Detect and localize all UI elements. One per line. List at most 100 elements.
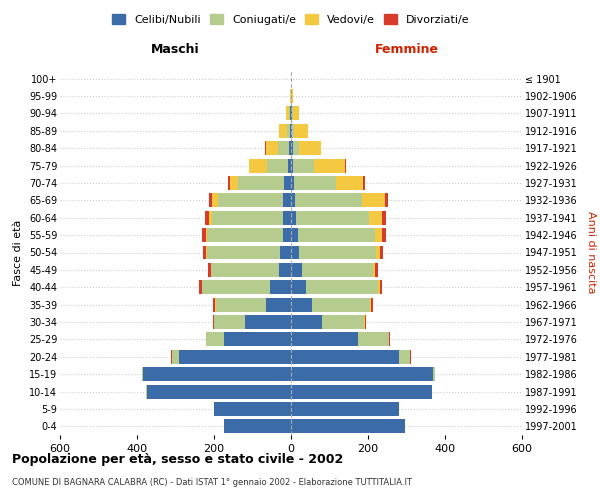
Bar — [380, 280, 382, 294]
Bar — [146, 384, 291, 398]
Bar — [267, 158, 288, 172]
Bar — [291, 315, 322, 329]
Bar — [224, 420, 291, 434]
Bar — [265, 142, 266, 155]
Bar — [290, 124, 291, 138]
Y-axis label: Fasce di età: Fasce di età — [13, 220, 23, 286]
Bar — [291, 158, 293, 172]
Bar — [293, 106, 299, 120]
Bar — [199, 280, 202, 294]
Bar — [289, 106, 290, 120]
Bar — [385, 194, 388, 207]
Text: Maschi: Maschi — [151, 43, 200, 56]
Bar — [433, 367, 436, 381]
Legend: Celibi/Nubili, Coniugati/e, Vedovi/e, Divorziati/e: Celibi/Nubili, Coniugati/e, Vedovi/e, Di… — [108, 10, 474, 29]
Bar — [291, 142, 293, 155]
Bar — [207, 246, 280, 260]
Bar — [320, 142, 322, 155]
Bar — [314, 158, 345, 172]
Bar — [295, 194, 362, 207]
Bar — [369, 211, 382, 224]
Bar — [291, 246, 299, 260]
Bar — [292, 106, 293, 120]
Bar — [283, 211, 291, 224]
Bar — [213, 298, 215, 312]
Bar — [215, 298, 216, 312]
Bar — [292, 89, 293, 103]
Bar — [382, 211, 386, 224]
Bar — [208, 228, 283, 242]
Bar — [202, 280, 270, 294]
Bar — [283, 194, 291, 207]
Bar — [364, 176, 365, 190]
Bar — [294, 176, 337, 190]
Bar — [389, 332, 390, 346]
Bar — [291, 420, 404, 434]
Bar — [375, 228, 382, 242]
Bar — [202, 228, 206, 242]
Bar — [377, 280, 380, 294]
Bar — [209, 211, 212, 224]
Text: Popolazione per età, sesso e stato civile - 2002: Popolazione per età, sesso e stato civil… — [12, 452, 343, 466]
Bar — [337, 176, 364, 190]
Bar — [371, 298, 373, 312]
Bar — [287, 124, 290, 138]
Bar — [362, 194, 385, 207]
Bar — [203, 246, 206, 260]
Bar — [380, 246, 383, 260]
Bar — [266, 142, 278, 155]
Bar — [293, 142, 299, 155]
Bar — [278, 142, 289, 155]
Bar — [216, 298, 266, 312]
Bar — [266, 298, 291, 312]
Bar — [373, 263, 376, 277]
Bar — [291, 106, 292, 120]
Bar — [312, 298, 370, 312]
Bar — [224, 332, 291, 346]
Bar — [250, 158, 267, 172]
Bar — [410, 350, 411, 364]
Bar — [286, 106, 289, 120]
Bar — [211, 263, 278, 277]
Bar — [212, 194, 218, 207]
Bar — [213, 315, 214, 329]
Bar — [291, 228, 298, 242]
Bar — [302, 263, 373, 277]
Bar — [206, 332, 224, 346]
Bar — [206, 228, 208, 242]
Bar — [238, 176, 284, 190]
Bar — [278, 263, 291, 277]
Bar — [291, 211, 296, 224]
Bar — [206, 246, 207, 260]
Bar — [291, 402, 399, 416]
Bar — [307, 280, 377, 294]
Bar — [299, 142, 320, 155]
Bar — [228, 176, 230, 190]
Bar — [289, 142, 291, 155]
Bar — [296, 211, 369, 224]
Bar — [291, 332, 358, 346]
Bar — [142, 367, 143, 381]
Bar — [322, 315, 364, 329]
Bar — [288, 158, 291, 172]
Bar — [364, 315, 365, 329]
Bar — [291, 367, 433, 381]
Bar — [358, 332, 389, 346]
Bar — [283, 228, 291, 242]
Bar — [205, 211, 209, 224]
Bar — [214, 402, 291, 416]
Text: Femmine: Femmine — [374, 43, 439, 56]
Bar — [365, 315, 367, 329]
Bar — [376, 263, 377, 277]
Bar — [209, 194, 212, 207]
Bar — [214, 315, 245, 329]
Bar — [298, 228, 375, 242]
Bar — [208, 263, 211, 277]
Bar — [279, 124, 287, 138]
Bar — [294, 124, 308, 138]
Bar — [230, 176, 238, 190]
Bar — [293, 158, 314, 172]
Bar — [172, 350, 179, 364]
Bar — [376, 246, 380, 260]
Bar — [290, 106, 291, 120]
